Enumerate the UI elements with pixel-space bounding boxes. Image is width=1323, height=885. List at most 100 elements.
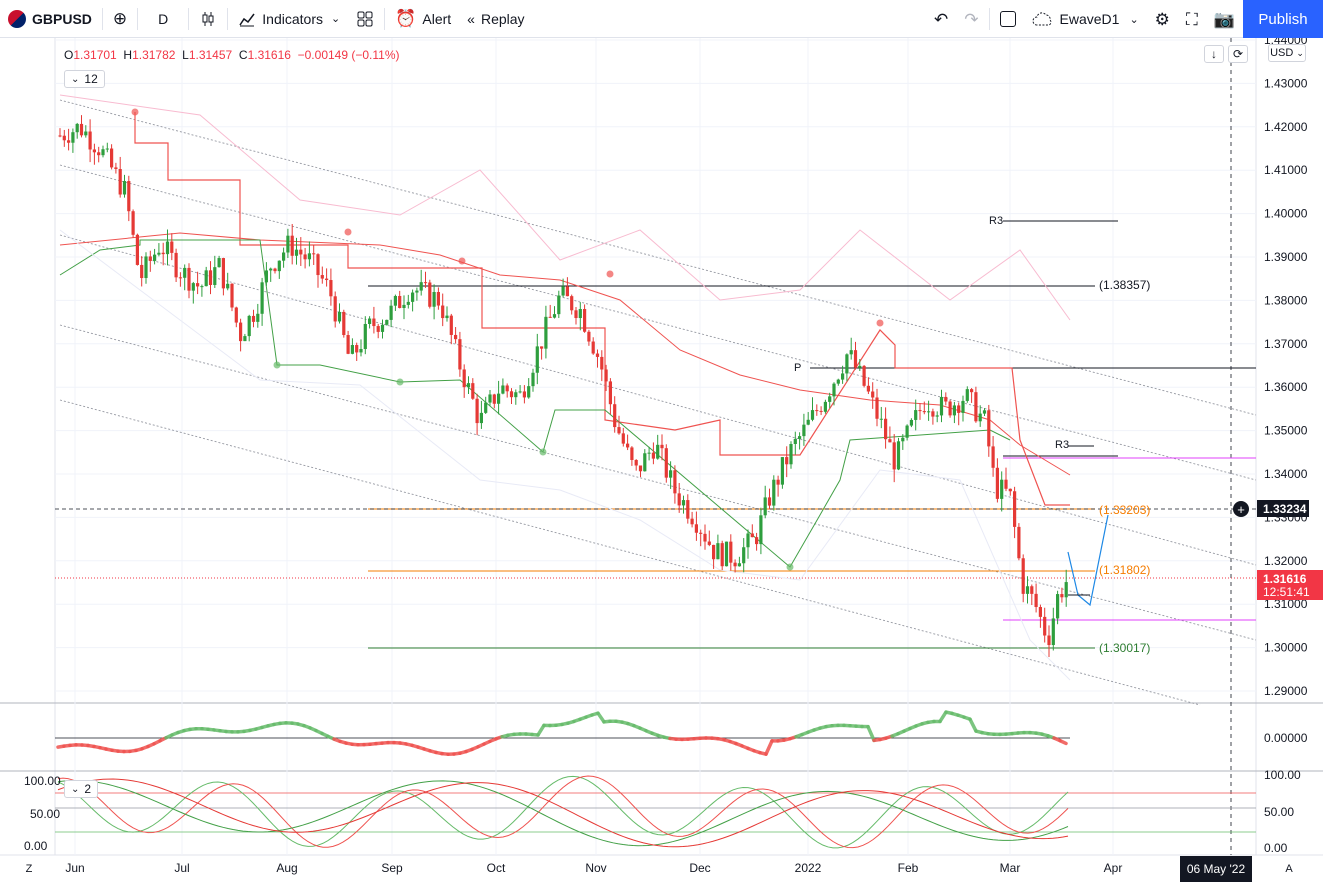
chart-type-button[interactable] [191,0,225,38]
oscillator-segment [968,717,978,733]
candle-body [342,311,346,336]
candle-body [578,309,582,319]
settings-button[interactable]: ⚙ [1147,0,1178,38]
candle-body [449,315,453,335]
stoch-tick-right-100: 100.00 [1264,768,1301,782]
candle-body [196,283,200,287]
stochastic-axis[interactable]: 100.00 50.00 0.00 100.00 50.00 0.00 [24,768,1301,855]
symbol-search[interactable]: GBPUSD [0,0,100,38]
stoch-d-line [57,775,1069,849]
layout-button[interactable] [992,0,1024,38]
interval-button[interactable]: D [140,0,186,38]
candle-body [729,541,733,563]
candle-body [922,411,926,413]
oscillator-segment [536,723,546,737]
open-key: O [64,48,74,62]
channel-line [59,324,1257,641]
candle-body [522,391,526,398]
currency-label: USD [1270,47,1294,59]
redo-icon: ↷ [964,9,979,29]
chevron-down-icon: ⌄ [1129,13,1139,26]
compare-button[interactable]: ⊕ [105,0,135,38]
crosshair-plus-button[interactable]: + [1233,501,1249,517]
snapshot-button[interactable]: 📷 [1206,0,1243,38]
candle-body [982,410,987,414]
candle-body [277,260,281,272]
candle-body [299,249,303,255]
candle-body [557,295,561,315]
candle-body [359,349,363,353]
candle-body [613,404,617,428]
signal-dot [539,448,547,456]
candle-body [466,383,471,388]
candle-body [832,383,836,397]
candle-body [200,286,204,288]
candle-body [600,356,604,370]
time-axis[interactable]: Jun Jul Aug Sep Oct Nov Dec 2022 Feb Mar Apr [65,861,1122,875]
candle-body [118,168,122,195]
auto-button[interactable]: A [1285,863,1293,875]
candle-body [368,318,372,324]
oscillator-segment [764,739,774,756]
level-3-label: (1.31802) [1099,563,1150,577]
candle-body [583,309,587,332]
alert-label: Alert [422,10,452,27]
stoch-collapse-button[interactable]: ⌄ 2 [64,780,99,798]
candle-body [531,372,535,387]
open-value: 1.31701 [73,48,117,62]
candle-body [733,562,737,567]
candle-body [307,253,311,260]
price-tick: 1.40000 [1264,207,1308,221]
time-label: Aug [276,861,297,875]
replay-button[interactable]: « Replay [459,0,532,38]
signal-dot [876,319,884,327]
candle-body [849,350,853,355]
candle-body [122,181,127,195]
toolbar-divider [188,7,190,30]
candle-body [914,410,918,420]
candle-body [565,286,569,297]
indicators-button[interactable]: Indicators ⌄ [230,0,348,38]
redo-button[interactable]: ↷ [956,0,986,38]
scroll-down-button[interactable]: ↓ [1204,45,1224,63]
candle-body [686,500,690,519]
auto-scale-button[interactable]: ⟳ [1228,45,1248,63]
undo-button[interactable]: ↶ [926,0,956,38]
candle-body [862,365,866,386]
candle-body [767,497,772,506]
currency-selector[interactable]: USD ⌄ [1268,44,1306,62]
indicators-collapse-button[interactable]: ⌄ 12 [64,70,105,88]
plus-circle-icon: ⊕ [112,9,128,28]
level-4-label: (1.30017) [1099,641,1150,655]
candle-body [303,254,307,260]
candle-body [948,401,952,416]
candle-body [724,541,729,567]
alert-button[interactable]: ⏰ Alert [387,0,459,38]
candle-body [574,310,578,319]
chart-canvas[interactable]: R3 R3 P (1.38357) (1.33203) (1.31802) (1… [0,38,1323,885]
price-tick: 1.41000 [1264,163,1308,177]
candle-body [656,444,660,459]
layout-name-button[interactable]: EwaveD1 ⌄ [1024,0,1147,38]
candle-body [282,252,286,261]
candle-body [617,427,621,434]
candle-body [286,235,290,253]
templates-button[interactable] [348,0,382,38]
candle-body [67,140,71,143]
fullscreen-button[interactable]: ⛶ [1178,0,1206,38]
price-axis[interactable]: 1.44000 1.43000 1.42000 1.41000 1.40000 1.390… [1264,38,1308,698]
candle-body [1004,479,1008,489]
candle-body [875,397,879,419]
signal-dot [131,108,139,116]
stoch-k-line [57,775,1069,849]
high-value: 1.31782 [132,48,176,62]
oscillator-axis[interactable]: 0.00000 [1264,731,1308,745]
fullscreen-icon: ⛶ [1185,9,1198,29]
candle-body [144,256,148,279]
cloud-icon [1032,12,1051,26]
candle-body [845,354,849,374]
publish-button[interactable]: Publish [1243,0,1323,38]
signal-dot [458,257,466,265]
zoom-button[interactable]: Z [25,863,33,875]
candle-body [828,396,832,402]
